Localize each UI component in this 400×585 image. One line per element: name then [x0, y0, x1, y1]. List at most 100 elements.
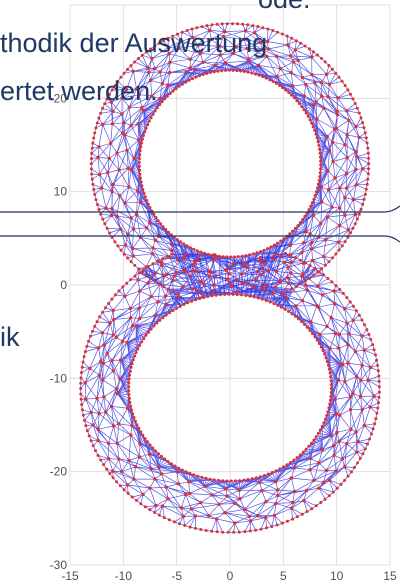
mesh-node	[214, 293, 218, 297]
mesh-node	[106, 170, 110, 175]
mesh-node	[323, 352, 327, 356]
mesh-node	[191, 269, 195, 273]
mesh-node	[158, 70, 162, 74]
mesh-node	[240, 281, 245, 285]
mesh-node	[159, 263, 164, 268]
mesh-node	[317, 143, 321, 147]
mesh-node	[252, 285, 257, 289]
mesh-node	[173, 464, 177, 468]
mesh-node	[102, 463, 106, 467]
mesh-node	[282, 237, 286, 241]
mesh-node	[259, 250, 262, 254]
mesh-node	[347, 332, 351, 336]
mesh-node	[99, 111, 103, 115]
mesh-node	[289, 271, 293, 275]
mesh-node	[218, 53, 222, 57]
mesh-node	[284, 295, 288, 300]
mesh-node	[355, 106, 359, 110]
mesh-node	[138, 157, 141, 161]
mesh-node	[323, 497, 327, 501]
mesh-node	[306, 114, 310, 118]
mesh-node	[87, 434, 91, 438]
mesh-node	[129, 64, 133, 68]
mesh-node	[150, 56, 154, 61]
mesh-node	[185, 29, 189, 32]
mesh-node	[181, 514, 186, 519]
mesh-node	[364, 136, 368, 140]
mesh-node	[242, 478, 246, 482]
mesh-node	[280, 32, 284, 36]
mesh-node	[319, 159, 323, 163]
mesh-node	[166, 287, 170, 291]
mesh-node	[188, 274, 193, 278]
mesh-node	[334, 284, 338, 288]
mesh-node	[353, 222, 357, 226]
mesh-node	[233, 255, 236, 259]
mesh-node	[371, 343, 375, 347]
mesh-node	[298, 221, 302, 225]
mesh-node	[190, 27, 194, 31]
mesh-node	[345, 186, 349, 190]
mesh-node	[343, 240, 347, 244]
mesh-node	[304, 488, 309, 493]
mesh-node	[325, 414, 329, 417]
mesh-node	[149, 277, 153, 280]
mesh-node	[351, 97, 355, 101]
mesh-node	[319, 163, 323, 167]
mesh-node	[315, 136, 319, 140]
mesh-node	[198, 297, 202, 301]
mesh-node	[307, 208, 311, 212]
mesh-node	[111, 369, 116, 373]
mesh-node	[155, 106, 159, 110]
mesh-node	[231, 68, 235, 72]
mesh-node	[276, 303, 280, 307]
mesh-node	[90, 177, 94, 181]
mesh-node	[276, 241, 280, 245]
mesh-node	[144, 333, 148, 337]
mesh-node	[138, 168, 142, 172]
mesh-node	[166, 45, 170, 50]
mesh-node	[157, 41, 161, 45]
mesh-node	[138, 176, 142, 180]
mesh-node	[274, 81, 278, 85]
mesh-node	[236, 255, 240, 259]
mesh-node	[111, 308, 115, 313]
mesh-node	[311, 332, 314, 335]
mesh-node	[231, 292, 235, 296]
mesh-node	[302, 108, 306, 112]
mesh-node	[279, 254, 283, 258]
mesh-node	[123, 201, 127, 205]
mesh-node	[182, 267, 186, 272]
mesh-node	[96, 438, 100, 443]
mesh-node	[104, 306, 107, 310]
mesh-node	[127, 185, 131, 189]
mesh-node	[91, 423, 95, 427]
mesh-node	[153, 271, 157, 276]
mesh-node	[208, 71, 212, 74]
mesh-node	[110, 358, 114, 362]
mesh-node	[343, 478, 347, 482]
x-axis-ticks: -15 -10 -5 0 5 10 15	[61, 569, 397, 583]
mesh-node	[184, 70, 188, 74]
mesh-node	[118, 358, 123, 362]
mesh-node	[146, 281, 150, 285]
mesh-node	[312, 273, 316, 277]
mesh-node	[127, 105, 131, 110]
mesh-node	[301, 272, 305, 276]
mesh-node	[153, 44, 157, 48]
mesh-node	[202, 296, 206, 299]
mesh-node	[84, 424, 88, 428]
mesh-node	[309, 441, 313, 445]
mesh-node	[317, 461, 321, 465]
mesh-node	[139, 430, 143, 434]
mesh-node	[303, 279, 307, 283]
mesh-node	[333, 397, 337, 402]
mesh-node	[224, 68, 227, 72]
mesh-node	[158, 282, 162, 286]
mesh-node	[79, 376, 83, 380]
mesh-node	[366, 172, 370, 176]
mesh-node	[236, 22, 240, 26]
mesh-node	[300, 250, 304, 255]
mesh-node	[343, 84, 347, 87]
mesh-node	[284, 88, 288, 92]
